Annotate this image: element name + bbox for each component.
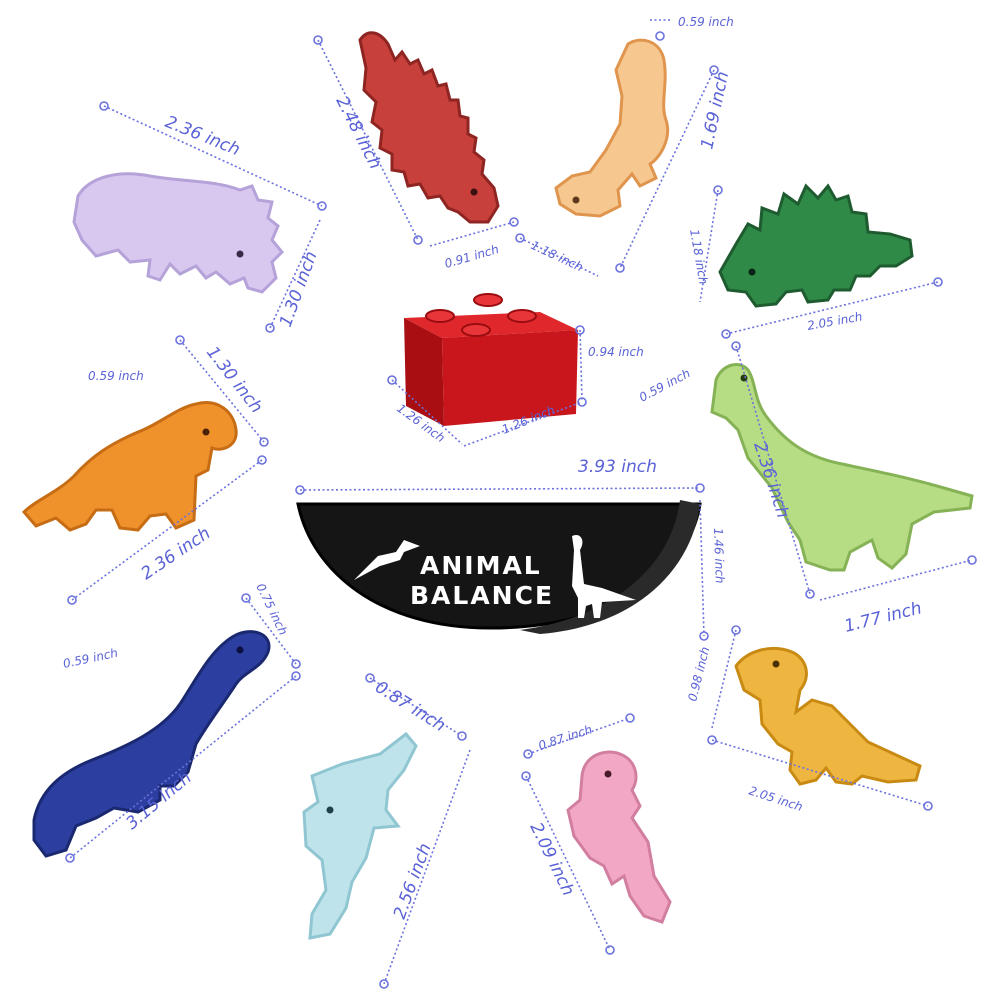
- blue-height-label: 2.56 inch: [390, 841, 436, 922]
- yellow-height-label: 0.98 inch: [685, 645, 712, 702]
- navy-height-label: 0.75 inch: [253, 581, 290, 637]
- peach-height-label: 1.69 inch: [697, 70, 733, 151]
- block-height-label: 0.94 inch: [588, 345, 644, 359]
- navy-dino-figure: [32, 630, 271, 858]
- lightgreen-thick-label: 0.59 inch: [637, 366, 693, 405]
- orange-thick-label: 0.59 inch: [88, 369, 144, 383]
- green-dino-figure: [718, 183, 914, 308]
- pink-height-label: 2.09 inch: [526, 819, 579, 899]
- brand-line2: BALANCE: [410, 581, 554, 610]
- brand-line1: ANIMAL: [420, 551, 542, 580]
- peach-dino-figure: [554, 38, 669, 218]
- pink-dino-figure: [566, 750, 672, 924]
- brachiosaurus-logo-icon: [572, 534, 636, 618]
- light-green-dino-figure: [710, 363, 974, 572]
- base-width-label: 3.93 inch: [578, 457, 657, 477]
- peach-width-label: 1.18 inch: [529, 238, 585, 274]
- light-blue-dino-figure: [302, 731, 418, 940]
- building-block: [404, 293, 578, 426]
- lavender-height-label: 1.30 inch: [276, 249, 322, 330]
- yellow-dino-figure: [734, 647, 922, 786]
- balance-base: ANIMAL BALANCE: [296, 500, 702, 634]
- pterodactyl-logo-icon: [354, 540, 420, 580]
- dimension-lines: [65, 19, 977, 989]
- lavender-width-label: 2.36 inch: [162, 112, 243, 160]
- peach-thick-label: 0.59 inch: [678, 15, 734, 29]
- blue-width-label: 0.87 inch: [371, 677, 448, 736]
- lightgreen-width-label: 1.77 inch: [842, 598, 923, 636]
- orange-dino-figure: [21, 401, 238, 532]
- yellow-width-label: 2.05 inch: [747, 784, 804, 815]
- navy-thick-label: 0.59 inch: [62, 646, 119, 671]
- red-dino-width-label: 0.91 inch: [443, 242, 500, 271]
- orange-width-label: 2.36 inch: [138, 523, 215, 584]
- pink-width-label: 0.87 inch: [537, 722, 594, 753]
- red-dino-figure: [358, 31, 500, 224]
- base-height-label: 1.46 inch: [711, 528, 727, 584]
- lavender-dino-figure: [72, 172, 285, 294]
